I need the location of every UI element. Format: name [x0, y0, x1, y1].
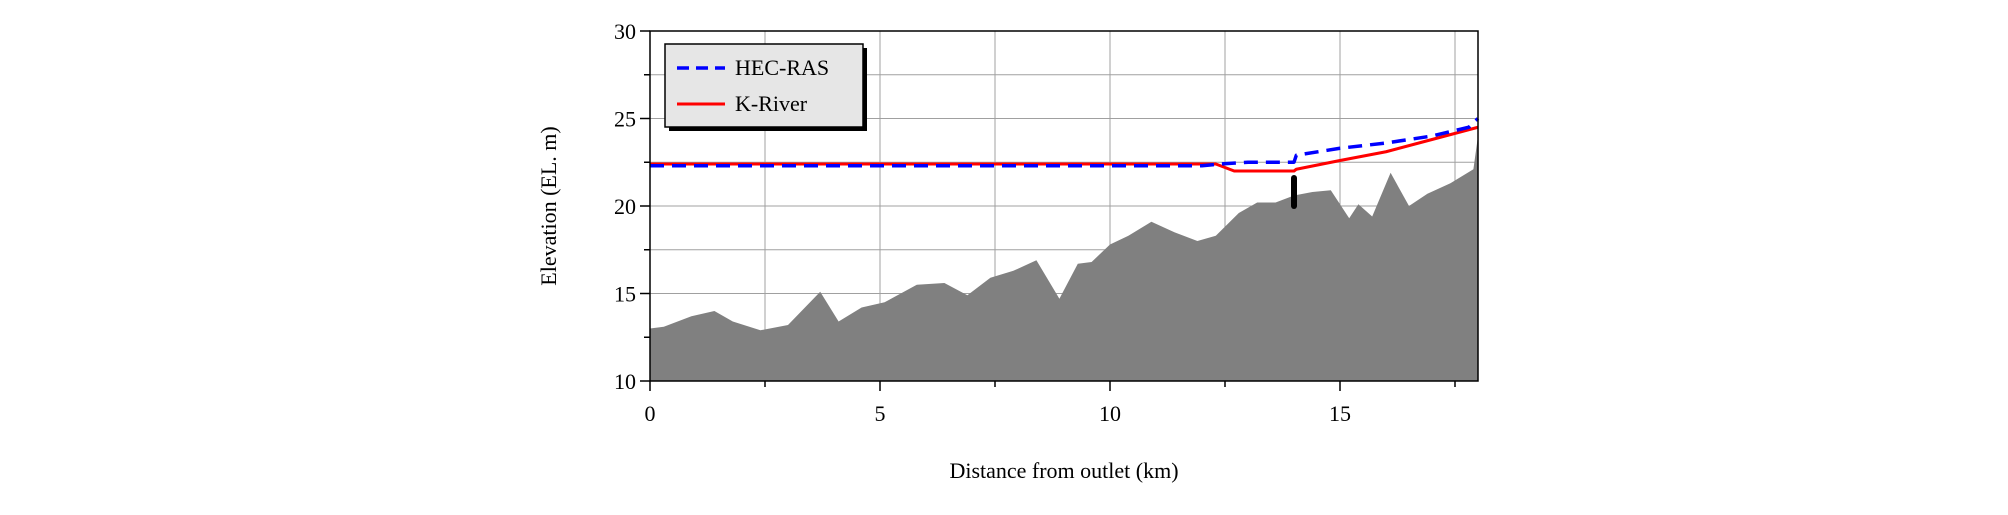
- series-line-hec-ras: [650, 117, 1480, 168]
- y-tick-label: 25: [614, 107, 636, 132]
- series-lines: [650, 117, 1480, 173]
- y-tick-label: 20: [614, 194, 636, 219]
- series-line-k-river: [650, 125, 1479, 173]
- axis-ticks: [640, 30, 1456, 391]
- legend-box: [664, 43, 864, 128]
- y-tick-label: 15: [614, 282, 636, 307]
- bed-area: [650, 136, 1478, 381]
- riverbed-profile: [650, 136, 1478, 381]
- legend-label-k-river: K-River: [735, 91, 808, 116]
- y-tick-label: 10: [614, 369, 636, 394]
- x-tick-label: 15: [1329, 401, 1351, 426]
- x-tick-label: 0: [645, 401, 656, 426]
- x-tick-label: 10: [1099, 401, 1121, 426]
- x-tick-label: 5: [875, 401, 886, 426]
- y-axis-title: Elevation (EL. m): [536, 126, 561, 285]
- legend-label-hec-ras: HEC-RAS: [735, 55, 829, 80]
- x-axis-title: Distance from outlet (km): [949, 458, 1178, 483]
- legend: HEC-RAS K-River: [664, 43, 867, 131]
- y-tick-label: 30: [614, 19, 636, 44]
- tick-labels: 10 15 20 25 30 0 5 10 15: [614, 19, 1351, 426]
